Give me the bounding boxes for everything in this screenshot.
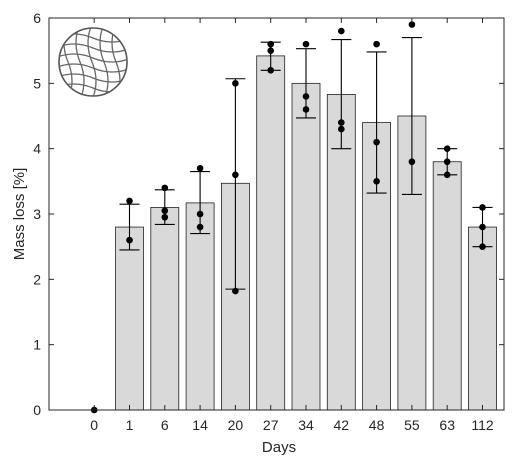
woven-fabric-sphere-icon: [58, 27, 128, 97]
x-tick-label-20: 20: [228, 417, 244, 433]
y-tick-label-3: 3: [33, 206, 41, 222]
data-point-20-0: [232, 80, 239, 87]
data-point-14-1: [196, 210, 204, 218]
data-point-48-1: [373, 138, 380, 146]
bars-layer: [115, 55, 497, 411]
x-tick-label-48: 48: [369, 417, 385, 433]
bar-27: [256, 55, 286, 411]
data-point-20-2: [232, 287, 239, 295]
data-point-42-0: [338, 27, 345, 35]
y-tick-label-6: 6: [33, 10, 41, 26]
data-point-48-0: [373, 40, 380, 48]
data-point-14-2: [196, 223, 204, 231]
data-point-55-0: [408, 21, 416, 28]
data-point-27-1: [267, 47, 275, 54]
y-tick-label-1: 1: [33, 337, 41, 353]
x-ticks-layer: 0 1 6 14 20 27 34 42 48 55 63 112: [90, 18, 494, 433]
x-tick-label-34: 34: [298, 417, 314, 433]
data-point-14-0: [196, 164, 204, 172]
data-point-55-1: [408, 158, 416, 166]
data-point-63-2: [443, 171, 451, 179]
points-layer: [90, 21, 486, 414]
errorbars-layer: [119, 37, 493, 290]
data-point-48-2: [373, 178, 380, 185]
data-point-112-1: [479, 223, 486, 231]
data-point-63-0: [443, 145, 451, 152]
y-tick-label-5: 5: [33, 75, 41, 91]
data-point-27-0: [267, 40, 275, 48]
x-tick-label-0: 0: [90, 417, 98, 433]
data-point-20-1: [232, 171, 239, 179]
data-point-27-2: [267, 66, 275, 74]
y-tick-label-2: 2: [33, 271, 41, 287]
bar-6: [150, 207, 180, 411]
x-tick-label-27: 27: [263, 417, 279, 433]
data-point-34-0: [302, 40, 310, 48]
y-ticks-layer: 0 1 2 3 4 5 6: [33, 10, 504, 418]
x-axis-label: Days: [262, 439, 296, 456]
bar-34: [291, 82, 321, 411]
y-axis-label: Mass loss [%]: [11, 168, 28, 261]
x-tick-label-55: 55: [404, 417, 420, 433]
data-point-42-1: [338, 119, 345, 126]
x-tick-label-112: 112: [471, 417, 494, 433]
x-tick-label-42: 42: [334, 417, 350, 433]
data-point-1-1: [126, 236, 133, 244]
data-point-112-0: [479, 204, 486, 211]
data-point-34-1: [302, 93, 310, 100]
data-point-6-0: [161, 184, 169, 192]
x-tick-label-1: 1: [126, 417, 134, 433]
data-point-6-1: [161, 207, 169, 215]
bar-1: [115, 226, 144, 411]
data-point-112-2: [479, 243, 486, 250]
y-tick-label-0: 0: [33, 402, 41, 418]
data-point-34-2: [302, 106, 310, 113]
x-tick-label-14: 14: [192, 417, 208, 433]
bar-63: [432, 161, 462, 411]
data-point-1-0: [126, 197, 133, 205]
data-point-63-1: [443, 158, 451, 166]
data-point-42-2: [338, 125, 345, 133]
x-tick-label-63: 63: [439, 417, 455, 433]
x-tick-label-6: 6: [161, 417, 169, 433]
y-tick-label-4: 4: [33, 141, 41, 157]
bar-112: [468, 226, 497, 411]
data-point-6-2: [161, 213, 169, 221]
